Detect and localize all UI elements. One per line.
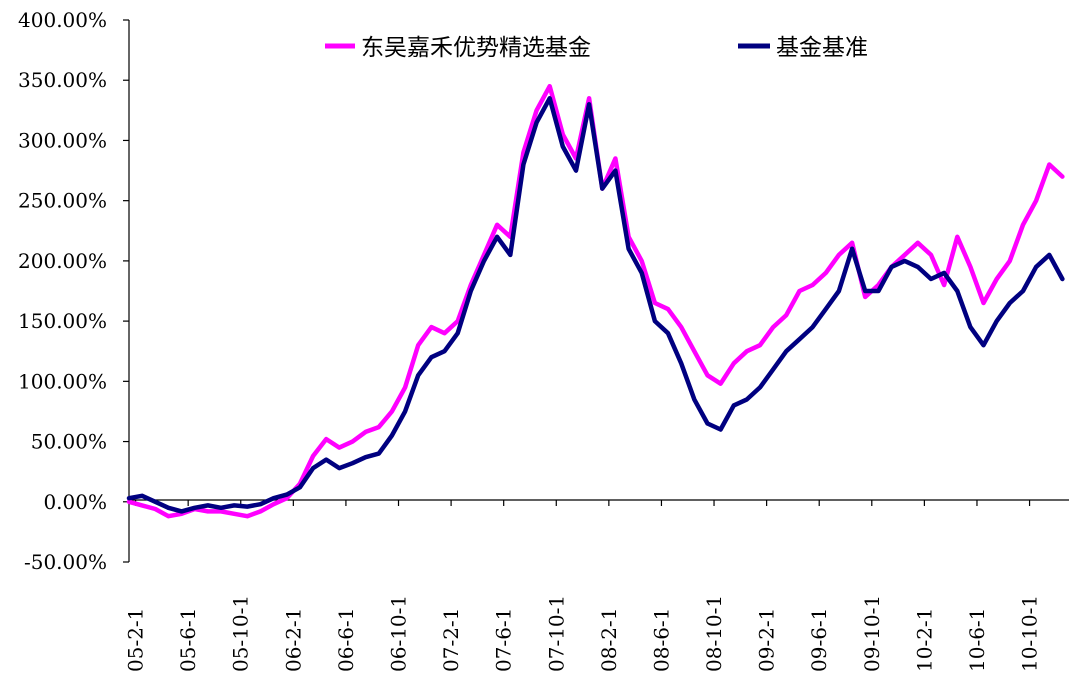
y-axis: -50.00% 0.00% 50.00% 100.00% 150.00% 200.00% 2… [18, 8, 130, 574]
y-tick-label: 400.00% [18, 8, 107, 32]
y-tick-label: 200.00% [18, 249, 107, 273]
x-tick-label: 09-6-1 [807, 608, 831, 672]
x-tick-label: 10-10-1 [1018, 595, 1042, 672]
x-tick-label: 08-2-1 [597, 608, 621, 672]
x-tick-label: 06-6-1 [334, 608, 358, 672]
series-group [126, 83, 1065, 519]
x-tick-label: 09-10-1 [860, 595, 884, 672]
y-tick-label: 100.00% [18, 369, 107, 393]
series-line-benchmark [126, 96, 1065, 514]
y-tick-label: 350.00% [18, 68, 107, 92]
x-tick-label: 08-10-1 [702, 595, 726, 672]
x-tick-label: 08-6-1 [649, 608, 673, 672]
y-tick-label: 0.00% [43, 490, 107, 514]
x-tick-label: 07-2-1 [439, 608, 463, 672]
x-tick-label: 06-2-1 [281, 608, 305, 672]
legend-label-fund: 东吴嘉禾优势精选基金 [361, 35, 591, 61]
legend: 东吴嘉禾优势精选基金 基金基准 [325, 35, 868, 61]
x-tick-label: 07-10-1 [544, 595, 568, 672]
x-tick-label: 09-2-1 [755, 608, 779, 672]
y-tick-label: -50.00% [24, 550, 107, 574]
x-tick-label: 05-10-1 [229, 595, 253, 672]
y-tick-label: 150.00% [18, 309, 107, 333]
x-axis: 05-2-1 05-6-1 05-10-1 06-2-1 06-6-1 06-10-1 07… [124, 499, 1069, 672]
x-tick-label: 10-2-1 [912, 608, 936, 672]
x-tick-label: 07-6-1 [492, 608, 516, 672]
legend-label-benchmark: 基金基准 [776, 35, 868, 61]
y-tick-label: 300.00% [18, 128, 107, 152]
x-tick-label: 06-10-1 [387, 595, 411, 672]
x-tick-label: 05-6-1 [176, 608, 200, 672]
x-tick-label: 10-6-1 [965, 608, 989, 672]
y-tick-label: 50.00% [31, 430, 107, 454]
x-tick-label: 05-2-1 [124, 608, 148, 672]
y-tick-label: 250.00% [18, 189, 107, 213]
